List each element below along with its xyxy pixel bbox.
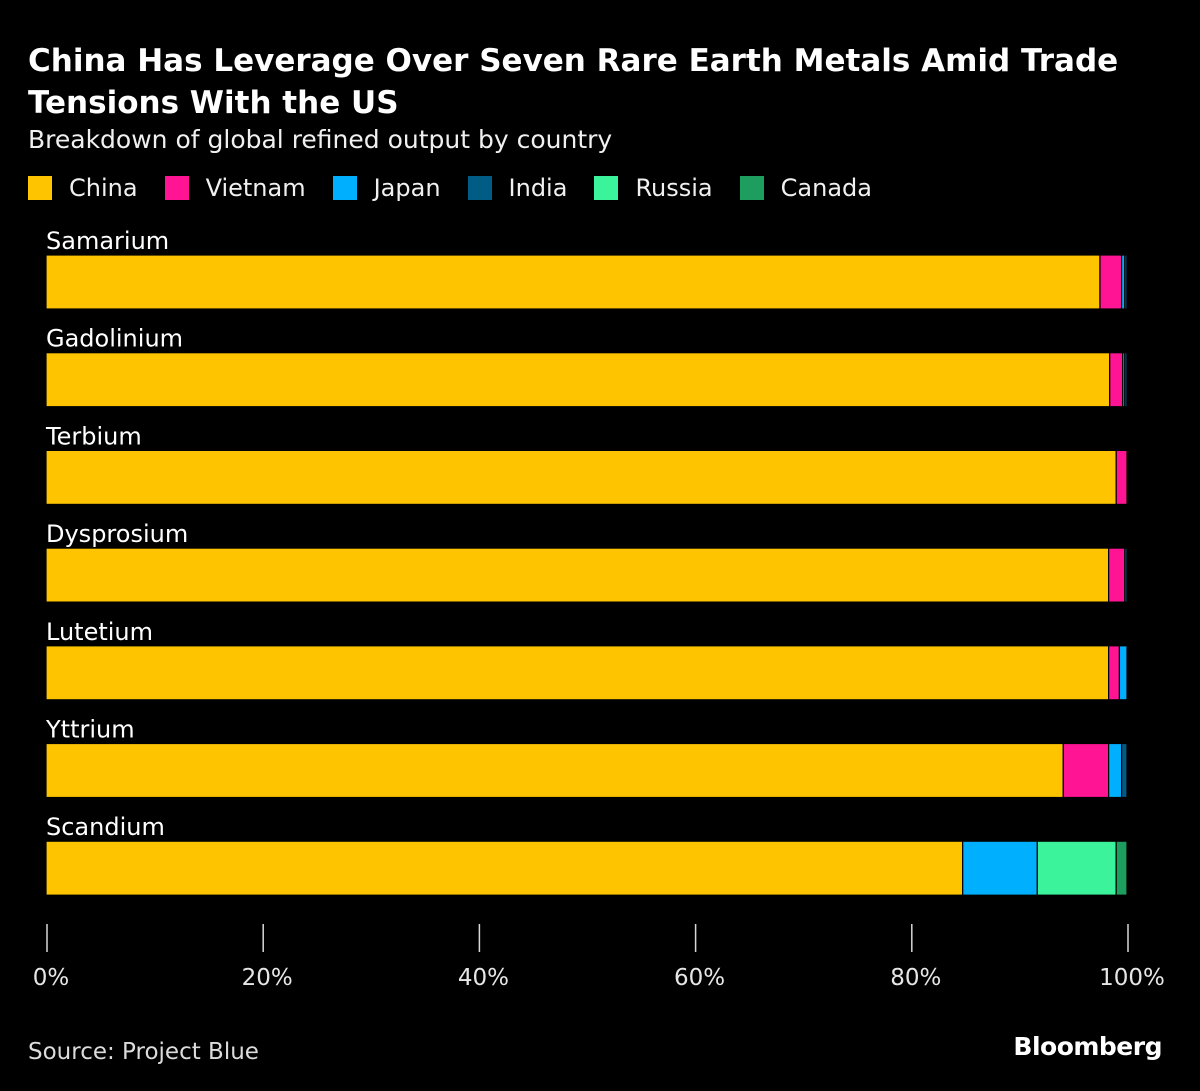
legend-label-canada: Canada: [780, 174, 872, 202]
legend-item-canada: Canada: [739, 172, 872, 204]
legend: China Vietnam Japan India Russia Canada: [28, 172, 899, 204]
bar-segment-lutetium-vietnam: [1108, 645, 1121, 701]
bar-segment-dysprosium-vietnam: [1108, 547, 1126, 603]
bar-segment-samarium-china: [45, 254, 1101, 310]
bar-segment-dysprosium-india: [1124, 547, 1128, 603]
bar-segment-terbium-china: [45, 449, 1117, 505]
legend-item-vietnam: Vietnam: [164, 172, 306, 204]
legend-item-china: China: [28, 172, 138, 204]
legend-swatch-russia: [594, 176, 619, 200]
x-tick-label-0: 0%: [33, 965, 70, 991]
bar-segment-gadolinium-india: [1124, 352, 1128, 408]
category-label-terbium: Terbium: [45, 422, 142, 450]
bar-segment-dysprosium-china: [45, 547, 1110, 603]
bar-segment-lutetium-japan: [1118, 645, 1128, 701]
source-note: Source: Project Blue: [28, 1039, 259, 1065]
x-tick-label-5: 100%: [1099, 965, 1165, 991]
chart-title: China Has Leverage Over Seven Rare Earth…: [28, 43, 1119, 121]
stacked-bar-chart: Samarium Gadolinium Terbium Dysprosium Lutet…: [33, 227, 1165, 991]
bar-segment-scandium-japan: [962, 840, 1038, 896]
bar-segment-yttrium-india: [1120, 742, 1128, 799]
x-tick-label-3: 60%: [674, 965, 725, 991]
legend-item-india: India: [467, 172, 568, 204]
category-label-scandium: Scandium: [46, 813, 165, 841]
category-label-lutetium: Lutetium: [46, 618, 153, 646]
bar-segment-yttrium-vietnam: [1062, 742, 1110, 799]
category-label-dysprosium: Dysprosium: [46, 520, 188, 548]
bar-segment-gadolinium-vietnam: [1109, 352, 1124, 408]
bar-segment-scandium-russia: [1036, 840, 1117, 896]
category-label-yttrium: Yttrium: [45, 716, 135, 744]
x-tick-label-2: 40%: [458, 965, 509, 991]
category-label-gadolinium: Gadolinium: [46, 325, 183, 353]
bar-segment-samarium-vietnam: [1099, 254, 1123, 310]
bloomberg-logo: Bloomberg: [1013, 1032, 1162, 1061]
legend-item-russia: Russia: [594, 172, 713, 204]
legend-swatch-canada: [739, 176, 764, 200]
x-tick-label-1: 20%: [242, 965, 293, 991]
category-label-samarium: Samarium: [46, 227, 169, 255]
bar-segment-gadolinium-china: [45, 352, 1111, 408]
bar-segment-yttrium-japan: [1108, 742, 1123, 799]
bar-segment-scandium-china: [45, 840, 964, 896]
legend-swatch-japan: [332, 176, 357, 200]
x-tick-label-4: 80%: [890, 965, 941, 991]
bar-segment-scandium-canada: [1115, 840, 1128, 896]
legend-label-india: India: [508, 174, 568, 202]
legend-swatch-vietnam: [164, 176, 189, 200]
legend-swatch-india: [467, 176, 492, 200]
bar-segment-samarium-india: [1124, 254, 1128, 310]
bar-segment-yttrium-china: [45, 742, 1064, 799]
bar-segment-terbium-vietnam: [1115, 449, 1128, 505]
legend-label-china: China: [69, 174, 138, 202]
legend-item-japan: Japan: [332, 172, 441, 204]
chart-subtitle: Breakdown of global refined output by co…: [28, 125, 613, 154]
legend-label-vietnam: Vietnam: [205, 174, 306, 202]
legend-label-russia: Russia: [635, 174, 713, 202]
legend-swatch-china: [28, 176, 52, 200]
bar-segment-lutetium-china: [45, 645, 1110, 701]
legend-label-japan: Japan: [373, 174, 441, 202]
